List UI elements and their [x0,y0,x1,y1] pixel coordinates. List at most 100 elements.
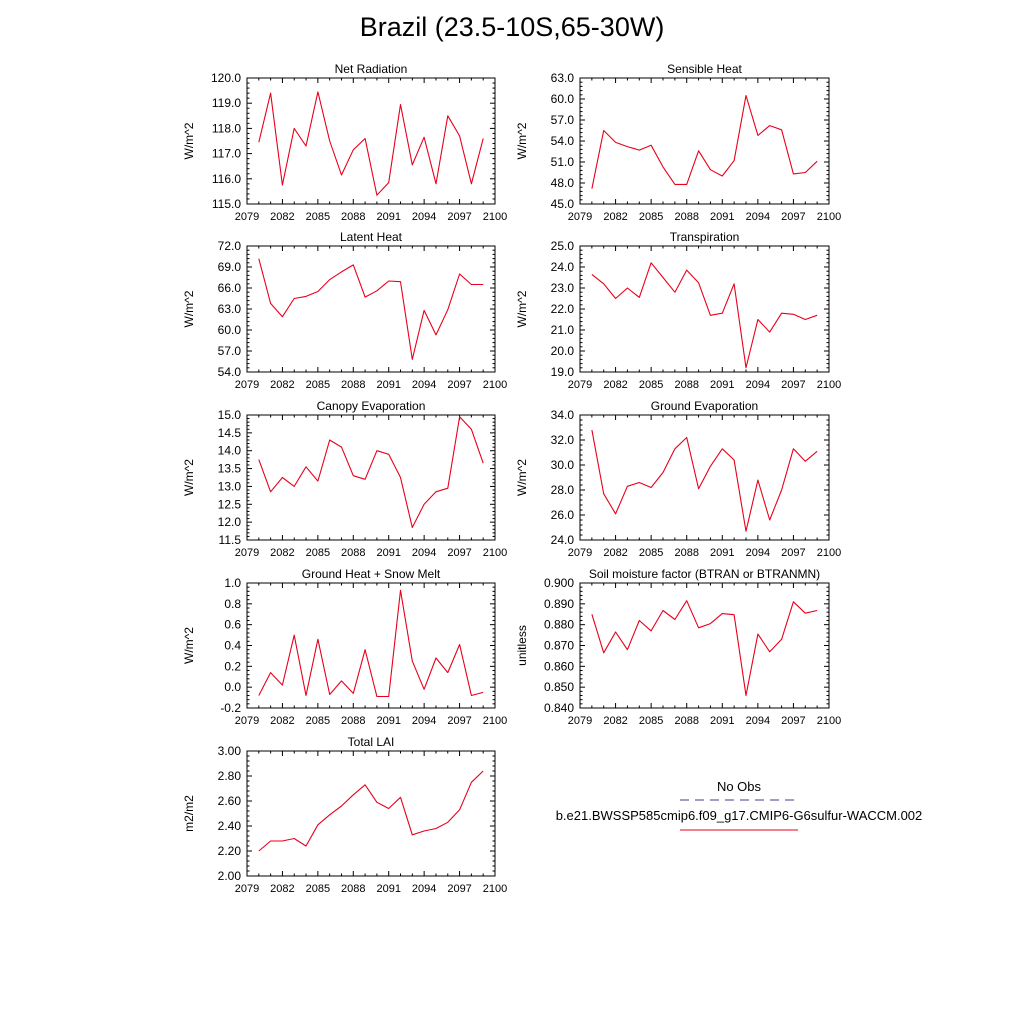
y-tick-label: 0.890 [544,597,574,611]
x-tick-label: 2088 [674,715,698,727]
y-axis-label: m2/m2 [182,795,196,832]
x-tick-label: 2091 [710,211,734,223]
y-tick-label: 2.40 [218,819,242,833]
panel-title: Ground Heat + Snow Melt [302,567,441,581]
y-tick-label: 2.60 [218,794,242,808]
x-tick-label: 2088 [341,211,365,223]
y-tick-label: 13.5 [218,462,242,476]
y-tick-label: 117.0 [212,147,241,161]
x-tick-label: 2091 [376,715,400,727]
x-tick-label: 2094 [412,883,436,895]
y-tick-label: 25.0 [551,239,575,253]
panel-3: Transpiration W/m^2 2079 2082 2085 2088 2091 20… [515,230,841,391]
plot-frame [579,245,830,373]
x-tick-label: 2100 [483,715,507,727]
y-axis-label: W/m^2 [182,122,196,159]
plot-frame [246,582,496,709]
y-tick-label: 72.0 [218,239,242,253]
panel-title: Transpiration [670,230,740,244]
y-tick-label: 54.0 [218,365,242,379]
plot-frame [246,750,496,877]
x-tick-label: 2088 [341,547,365,559]
x-tick-label: 2082 [603,715,627,727]
y-tick-label: 51.0 [551,155,575,169]
x-tick-label: 2085 [306,715,330,727]
x-tick-label: 2085 [639,379,663,391]
x-tick-label: 2094 [412,547,436,559]
x-tick-label: 2085 [639,547,663,559]
panel-6: Ground Heat + Snow Melt W/m^2 2079 2082 2085… [182,567,507,727]
y-tick-label: 60.0 [551,92,575,106]
y-tick-label: 0.840 [544,701,574,715]
x-tick-label: 2091 [376,211,400,223]
panel-title: Soil moisture factor (BTRAN or BTRANMN) [589,567,820,581]
series-line [591,600,818,697]
panel-0: Net Radiation W/m^2 2079 2082 2085 2088 2091 20… [182,62,507,223]
plot-frame [246,77,496,205]
y-tick-label: 22.0 [551,302,575,316]
panel-2: Latent Heat W/m^2 2079 2082 2085 2088 2091 2094… [182,230,507,391]
x-tick-label: 2100 [817,547,841,559]
y-tick-label: 32.0 [551,433,575,447]
panel-4: Canopy Evaporation W/m^2 2079 2082 2085 2088 2… [182,399,507,559]
x-tick-label: 2094 [412,715,436,727]
x-tick-label: 2094 [746,211,770,223]
series-line [591,262,818,369]
x-tick-label: 2091 [376,379,400,391]
plot-frame [579,77,830,205]
y-tick-label: 63.0 [218,302,242,316]
x-tick-label: 2079 [235,379,259,391]
x-tick-label: 2082 [270,547,294,559]
x-tick-label: 2082 [603,547,627,559]
x-tick-label: 2079 [568,211,592,223]
y-tick-label: 66.0 [218,281,242,295]
series-line [258,416,484,529]
y-tick-label: 2.80 [218,769,242,783]
panel-title: Sensible Heat [667,62,742,76]
y-tick-label: 0.880 [544,618,574,632]
y-tick-label: 2.00 [218,869,242,883]
x-tick-label: 2085 [306,211,330,223]
plot-frame [579,582,830,709]
x-tick-label: 2082 [270,379,294,391]
x-tick-label: 2085 [306,883,330,895]
x-tick-label: 2097 [447,547,471,559]
x-tick-label: 2100 [483,379,507,391]
x-tick-label: 2082 [603,379,627,391]
y-tick-label: 57.0 [551,113,575,127]
panel-7: Soil moisture factor (BTRAN or BTRANMN) u… [515,567,841,727]
x-tick-label: 2094 [412,211,436,223]
y-tick-label: 30.0 [551,458,575,472]
series-line [258,589,484,698]
x-tick-label: 2091 [710,715,734,727]
legend-obs-label: No Obs [717,779,762,794]
y-tick-label: 57.0 [218,344,242,358]
series-line [258,770,484,852]
x-tick-label: 2082 [270,715,294,727]
x-tick-label: 2094 [412,379,436,391]
legend: No Obs b.e21.BWSSP585cmip6.f09_g17.CMIP6… [556,779,923,831]
x-tick-label: 2088 [674,211,698,223]
y-axis-label: W/m^2 [515,122,529,159]
x-tick-label: 2079 [568,379,592,391]
panel-5: Ground Evaporation W/m^2 2079 2082 2085 2088 2… [515,399,841,559]
x-tick-label: 2097 [447,883,471,895]
plot-frame [246,245,496,373]
x-tick-label: 2085 [639,211,663,223]
x-tick-label: 2091 [376,883,400,895]
x-tick-label: 2091 [710,379,734,391]
y-tick-label: 48.0 [551,176,575,190]
y-tick-label: 20.0 [551,344,575,358]
panel-title: Total LAI [348,735,395,749]
y-tick-label: 0.900 [544,576,574,590]
y-tick-label: 63.0 [551,71,575,85]
y-tick-label: 0.6 [224,618,241,632]
series-line [591,429,818,532]
y-tick-label: 0.870 [544,639,574,653]
y-tick-label: 0.8 [224,597,241,611]
legend-model-label: b.e21.BWSSP585cmip6.f09_g17.CMIP6-G6sulf… [556,808,923,823]
x-tick-label: 2088 [674,379,698,391]
x-tick-label: 2100 [817,715,841,727]
